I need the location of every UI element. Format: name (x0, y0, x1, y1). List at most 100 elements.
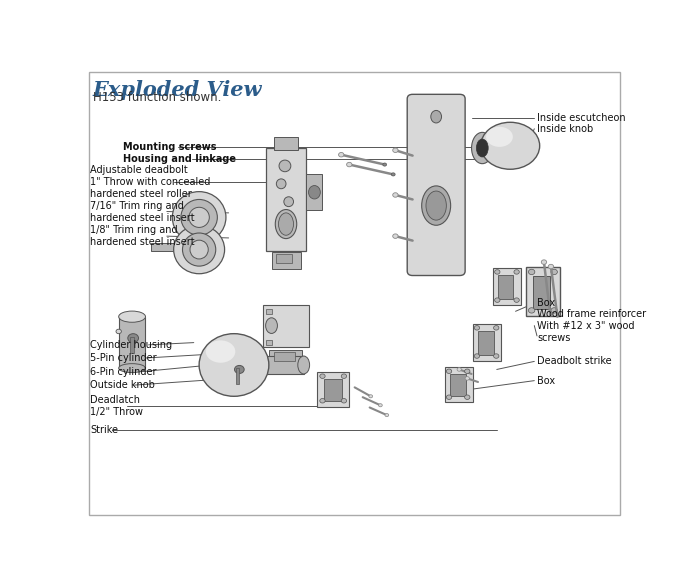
Ellipse shape (393, 148, 398, 152)
Ellipse shape (275, 210, 297, 239)
Text: 1/8" Trim ring and
hardened steel insert: 1/8" Trim ring and hardened steel insert (90, 225, 195, 247)
Ellipse shape (393, 234, 398, 238)
Bar (235, 368, 239, 384)
Ellipse shape (431, 110, 441, 123)
Bar (317, 372, 349, 407)
Ellipse shape (172, 192, 226, 243)
Text: 7/16" Trim ring and
hardened steel insert: 7/16" Trim ring and hardened steel inser… (90, 200, 195, 223)
Bar (450, 374, 466, 396)
Text: Box: Box (537, 376, 555, 386)
Bar (266, 309, 271, 314)
Bar (269, 350, 302, 364)
Ellipse shape (393, 193, 398, 197)
Bar (324, 379, 342, 401)
Ellipse shape (421, 186, 450, 225)
Ellipse shape (392, 173, 395, 176)
Ellipse shape (189, 207, 209, 227)
Text: Deadbolt strike: Deadbolt strike (537, 356, 612, 367)
Ellipse shape (266, 318, 277, 333)
Ellipse shape (465, 376, 469, 380)
Ellipse shape (446, 395, 452, 399)
Text: Wood frame reinforcer
With #12 x 3" wood
screws: Wood frame reinforcer With #12 x 3" wood… (537, 309, 646, 343)
Ellipse shape (383, 163, 387, 166)
Ellipse shape (338, 152, 344, 157)
Ellipse shape (495, 270, 500, 274)
Ellipse shape (116, 329, 121, 333)
Text: Cylinder housing: Cylinder housing (90, 340, 172, 350)
Bar (493, 268, 521, 304)
Text: Adjustable deadbolt
1" Throw with concealed
hardened steel roller: Adjustable deadbolt 1" Throw with concea… (90, 164, 210, 199)
Ellipse shape (190, 240, 208, 259)
Ellipse shape (298, 356, 309, 374)
Ellipse shape (379, 404, 382, 407)
Ellipse shape (341, 374, 347, 378)
Ellipse shape (493, 354, 499, 358)
Bar (533, 275, 550, 309)
Text: 5-Pin cylinder: 5-Pin cylinder (90, 353, 157, 363)
Bar (276, 253, 292, 263)
Ellipse shape (481, 122, 540, 169)
Text: Exploded View: Exploded View (93, 80, 262, 99)
Bar (119, 317, 145, 368)
Ellipse shape (119, 364, 145, 372)
Bar (271, 252, 301, 269)
Ellipse shape (279, 160, 291, 172)
Ellipse shape (181, 199, 217, 235)
Ellipse shape (276, 179, 286, 189)
Ellipse shape (174, 225, 225, 274)
Ellipse shape (514, 270, 519, 274)
Ellipse shape (369, 394, 372, 398)
Bar (264, 304, 309, 347)
Bar (527, 267, 560, 316)
Bar (473, 324, 500, 360)
Ellipse shape (493, 325, 499, 330)
Ellipse shape (206, 340, 235, 363)
Bar (274, 137, 298, 150)
Ellipse shape (199, 333, 269, 396)
Ellipse shape (548, 264, 554, 269)
Ellipse shape (476, 139, 488, 157)
Text: Strike: Strike (90, 425, 118, 435)
Bar (266, 340, 271, 345)
Ellipse shape (514, 298, 519, 302)
FancyBboxPatch shape (407, 94, 465, 275)
Ellipse shape (309, 185, 320, 199)
Ellipse shape (341, 399, 347, 403)
Ellipse shape (471, 132, 493, 164)
Ellipse shape (235, 365, 244, 374)
Bar (445, 367, 473, 401)
Ellipse shape (426, 191, 446, 220)
Ellipse shape (385, 414, 389, 417)
Bar (498, 275, 513, 299)
Ellipse shape (474, 354, 480, 358)
Ellipse shape (183, 233, 216, 266)
Text: 6-Pin cylinder: 6-Pin cylinder (90, 367, 157, 376)
Ellipse shape (320, 374, 325, 378)
Bar (266, 148, 307, 251)
Text: Mounting screws: Mounting screws (123, 142, 217, 152)
Ellipse shape (347, 162, 352, 167)
Ellipse shape (284, 197, 293, 207)
Bar (266, 356, 304, 374)
Ellipse shape (457, 368, 462, 371)
Ellipse shape (446, 369, 452, 374)
Bar (478, 331, 494, 355)
Bar (307, 174, 322, 210)
Bar (151, 243, 181, 251)
Text: H153 function shown.: H153 function shown. (93, 91, 221, 104)
Ellipse shape (320, 399, 325, 403)
Ellipse shape (464, 369, 470, 374)
Ellipse shape (464, 395, 470, 399)
Ellipse shape (529, 269, 535, 275)
Ellipse shape (495, 298, 500, 302)
Text: Housing and linkage: Housing and linkage (123, 154, 236, 164)
Bar (274, 352, 295, 361)
Ellipse shape (551, 308, 557, 313)
Text: Inside escutcheon: Inside escutcheon (537, 113, 626, 123)
Text: Inside knob: Inside knob (537, 124, 593, 134)
Ellipse shape (278, 213, 293, 235)
Ellipse shape (551, 269, 557, 275)
Text: Box: Box (537, 298, 555, 309)
Ellipse shape (119, 311, 145, 322)
Bar (130, 337, 134, 353)
